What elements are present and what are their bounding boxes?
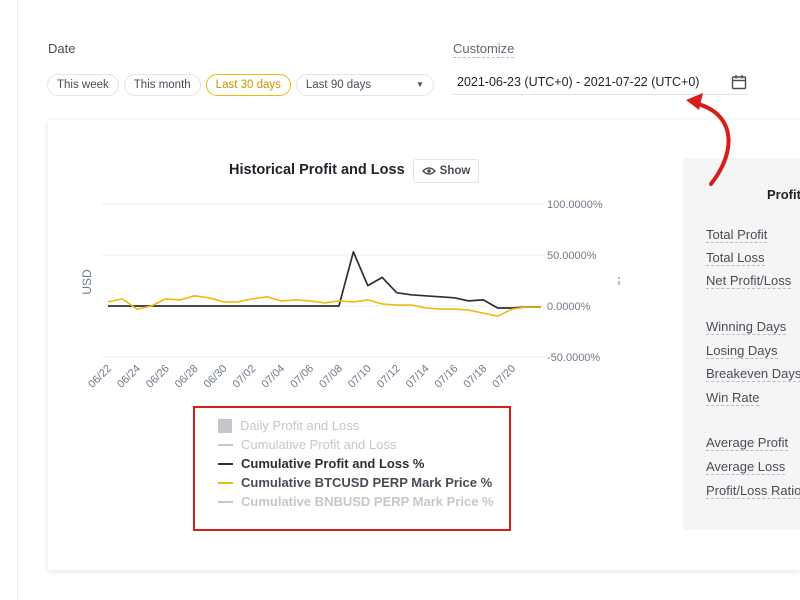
win-rate-link[interactable]: Win Rate (706, 390, 760, 406)
stats-title: Profit (767, 187, 800, 202)
chart-card (48, 120, 800, 570)
chevron-down-icon: ▼ (415, 80, 424, 89)
this-month-button[interactable]: This month (123, 74, 201, 96)
legend-label: Daily Profit and Loss (240, 418, 360, 433)
stats-panel: Profit Total Profit Total Loss Net Profi… (683, 158, 800, 530)
x-tick-label: 06/26 (144, 363, 172, 391)
y-tick-label: 0.0000% (547, 301, 591, 313)
legend-item-cumulative-pnl[interactable]: Cumulative Profit and Loss (218, 437, 396, 452)
series-line-cumulative-pnl-pct (108, 251, 541, 309)
this-week-button[interactable]: This week (47, 74, 119, 96)
legend-swatch (218, 443, 233, 446)
x-tick-label: 07/16 (433, 363, 461, 391)
net-profit-loss-link[interactable]: Net Profit/Loss (706, 273, 792, 289)
average-profit-link[interactable]: Average Profit (706, 435, 789, 451)
series-line-btcusd-price-pct (107, 295, 541, 317)
legend-swatch (218, 462, 233, 465)
y-axis-left-title: USD (80, 269, 94, 295)
y-tick-label: -50.0000% (547, 352, 600, 364)
y-tick-label: 50.0000% (547, 250, 597, 262)
legend-swatch (218, 481, 233, 484)
legend-item-daily-pnl[interactable]: Daily Profit and Loss (218, 418, 359, 433)
legend-item-cumulative-pnl-pct[interactable]: Cumulative Profit and Loss % (218, 456, 424, 471)
show-button[interactable]: Show (413, 159, 479, 183)
average-loss-link[interactable]: Average Loss (706, 459, 786, 475)
date-range-text: 2021-06-23 (UTC+0) - 2021-07-22 (UTC+0) (457, 75, 700, 89)
winning-days-link[interactable]: Winning Days (706, 319, 787, 335)
x-tick-label: 07/04 (259, 363, 287, 391)
breakeven-days-link[interactable]: Breakeven Days (706, 366, 800, 382)
x-tick-label: 07/14 (404, 363, 432, 391)
legend-label: Cumulative Profit and Loss % (241, 456, 425, 471)
x-tick-label: 06/30 (202, 363, 230, 391)
x-tick-label: 07/06 (288, 363, 316, 391)
legend-item-btcusd-price[interactable]: Cumulative BTCUSD PERP Mark Price % (218, 475, 492, 490)
customize-link[interactable]: Customize (453, 41, 515, 58)
legend-swatch (218, 418, 232, 433)
pnl-line-chart: 100.0000% 50.0000% 0.0000% -50.0000% USD% 06/… (80, 199, 620, 391)
x-tick-label: 06/28 (173, 363, 201, 391)
profit-loss-ratio-link[interactable]: Profit/Loss Ratio (706, 483, 800, 499)
legend-label: Cumulative BTCUSD PERP Mark Price % (241, 475, 493, 490)
eye-icon (421, 167, 436, 175)
last-30-days-button[interactable]: Last 30 days (205, 74, 291, 96)
legend-label: Cumulative BNBUSD PERP Mark Price % (241, 494, 494, 509)
legend-item-bnbusd-price[interactable]: Cumulative BNBUSD PERP Mark Price % (218, 494, 494, 509)
y-axis-right-title: % (615, 275, 620, 286)
x-tick-label: 07/08 (317, 363, 345, 391)
x-tick-label: 07/12 (375, 363, 403, 391)
chart-title: Historical Profit and Loss (229, 162, 405, 178)
total-profit-link[interactable]: Total Profit (706, 227, 768, 243)
left-divider (17, 0, 18, 600)
y-tick-label: 100.0000% (547, 199, 603, 211)
x-tick-label: 07/20 (490, 363, 518, 391)
x-tick-label: 07/02 (231, 363, 259, 391)
x-tick-label: 06/22 (86, 363, 114, 391)
show-label: Show (439, 165, 471, 177)
calendar-icon[interactable] (731, 74, 747, 90)
legend-label: Cumulative Profit and Loss (241, 437, 397, 452)
legend-swatch (218, 500, 233, 503)
x-tick-label: 07/10 (346, 363, 374, 391)
date-preset-group: This week This month Last 30 days Last 9… (47, 74, 434, 96)
total-loss-link[interactable]: Total Loss (706, 250, 765, 266)
losing-days-link[interactable]: Losing Days (706, 343, 778, 359)
period-select-label: Last 90 days (305, 79, 372, 91)
period-select[interactable]: Last 90 days ▼ (295, 74, 434, 96)
date-label: Date (48, 41, 76, 56)
x-tick-label: 07/18 (461, 363, 489, 391)
legend-highlight-box: Daily Profit and Loss Cumulative Profit … (193, 406, 511, 531)
date-range-input[interactable]: 2021-06-23 (UTC+0) - 2021-07-22 (UTC+0) (453, 70, 747, 95)
x-tick-label: 06/24 (115, 363, 143, 391)
